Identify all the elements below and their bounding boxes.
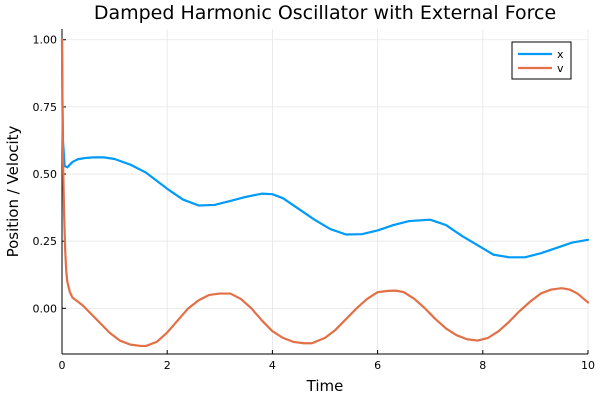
- legend: xv: [511, 41, 572, 80]
- y-tick-label: 0.75: [33, 101, 58, 114]
- y-tick-label: 0.50: [33, 168, 58, 181]
- y-axis-label: Position / Velocity: [4, 125, 22, 257]
- legend-box: [511, 41, 572, 80]
- y-tick-label: 0.00: [33, 302, 58, 315]
- x-tick-label: 6: [374, 359, 381, 372]
- x-tick-label: 2: [164, 359, 171, 372]
- chart-title: Damped Harmonic Oscillator with External…: [94, 2, 556, 24]
- series-line-v: [60, 38, 590, 348]
- legend-label-x: x: [557, 48, 564, 61]
- x-tick-label: 10: [581, 359, 595, 372]
- y-tick-label: 0.25: [33, 235, 58, 248]
- legend-label-v: v: [557, 62, 564, 75]
- axes: [61, 29, 589, 355]
- series: [60, 38, 590, 348]
- grid: [61, 29, 589, 354]
- x-axis-label: Time: [306, 377, 344, 395]
- x-tick-label: 8: [479, 359, 486, 372]
- series-line-x: [60, 38, 590, 259]
- y-tick-label: 1.00: [33, 34, 58, 47]
- x-tick-label: 4: [269, 359, 276, 372]
- x-tick-label: 0: [59, 359, 66, 372]
- tick-labels: 0 2 4 6 8 10 0.00 0.25 0.50 0.75 1.00: [33, 34, 596, 372]
